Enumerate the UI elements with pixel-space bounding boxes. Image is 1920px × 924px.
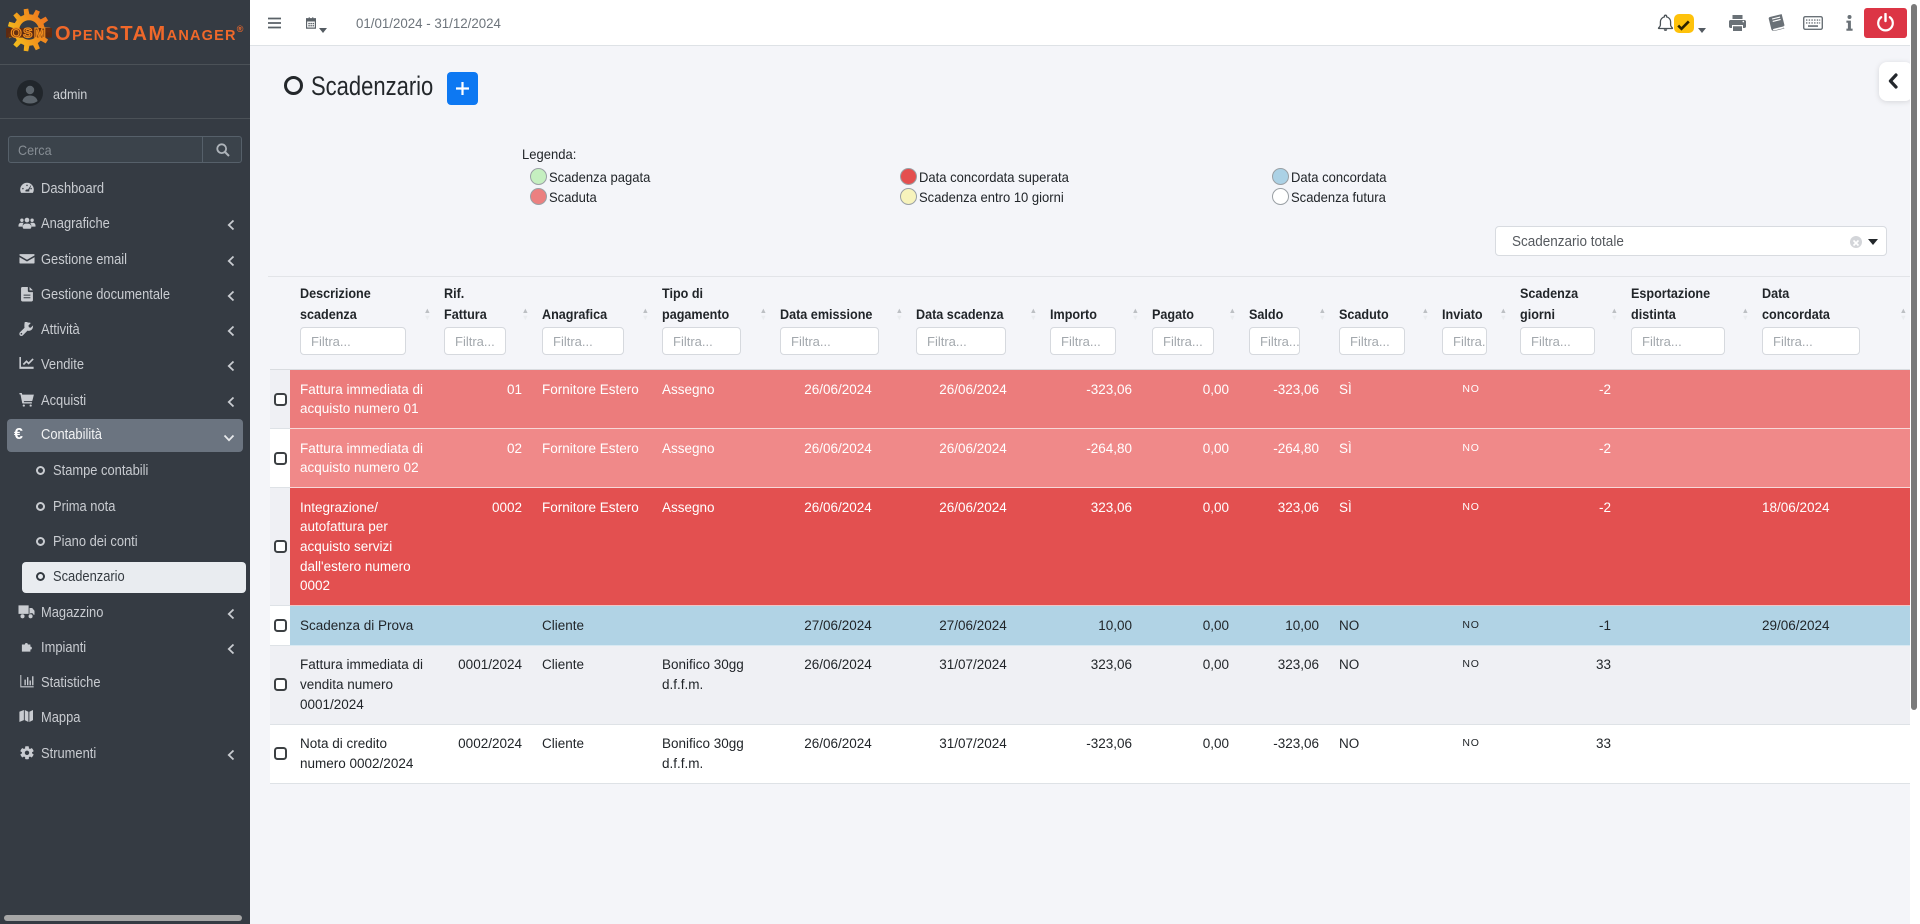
svg-text:OSM: OSM: [11, 24, 47, 40]
